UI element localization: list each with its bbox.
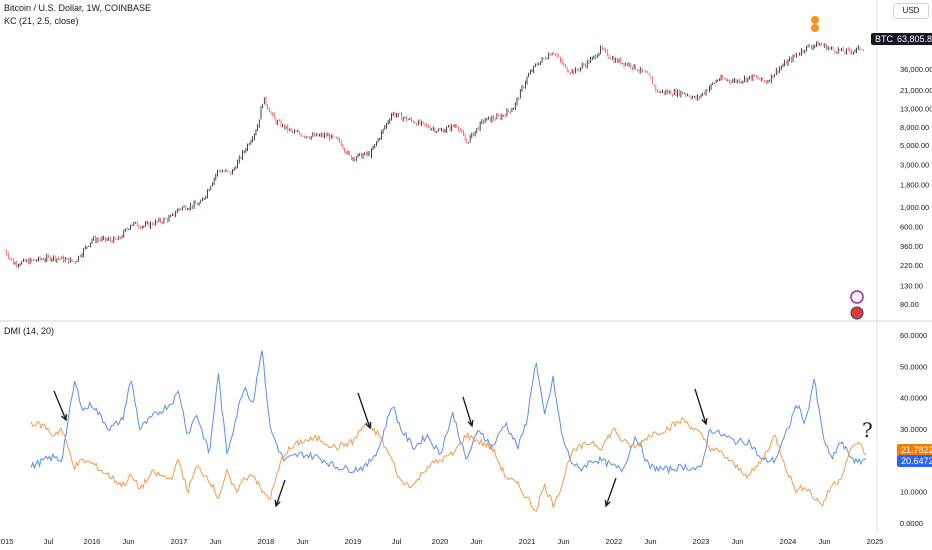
price-tick-label: 36,000.00 [900,65,932,74]
indicator-label: KC (21, 2.5, close) [4,16,79,26]
dmi-tick-label: 50.0000 [900,362,927,371]
price-tick-label: 130.00 [900,281,923,290]
x-tick-label: Jun [644,537,656,546]
x-tick-label: 2022 [606,537,623,546]
annotation-arrow [275,479,286,507]
annotations [53,16,864,508]
lightning-icon [850,290,864,304]
annotation-arrow [53,390,67,421]
chart-title: Bitcoin / U.S. Dollar, 1W, COINBASE [4,3,152,13]
x-tick-label: 2021 [519,537,536,546]
dmi-tick-label: 0.0000 [900,519,923,528]
dmi-series [30,350,867,512]
plus-di-badge: 20.6472 [897,455,932,467]
x-tick-label: Jun [122,537,134,546]
axes: 80.00 130.00 220.00 360.00 600.00 1,000.00 1,8… [0,65,932,546]
x-tick-label: Jun [731,537,743,546]
x-tick-label: Jun [296,537,308,546]
x-tick-label: Jun [209,537,221,546]
x-tick-label: Jul [44,537,54,546]
currency-button[interactable]: USD [893,3,929,19]
event-marker-icon [811,24,819,32]
x-tick-label: 2017 [171,537,188,546]
annotation-arrowhead [701,417,708,426]
price-tick-label: 1,800.00 [900,180,929,189]
plus-di-line [30,350,867,475]
dmi-label: DMI (14, 20) [4,326,55,336]
x-tick-label: Jun [818,537,830,546]
x-tick-label: 2024 [780,537,797,546]
x-tick-label: 2023 [693,537,710,546]
minus-di-line [30,417,867,512]
price-tick-label: 8,000.00 [900,123,929,132]
price-tick-label: 1,000.00 [900,203,929,212]
price-tick-label: 3,000.00 [900,161,929,170]
annotation-arrow [357,392,371,429]
flag-icon [850,306,864,320]
grid [0,0,932,532]
price-badge: 63,805.87 [893,33,932,45]
question-annotation: ? [862,418,873,442]
annotation-arrow [605,477,617,507]
dmi-tick-label: 40.0000 [900,394,927,403]
x-tick-label: 2018 [258,537,275,546]
price-series [4,40,864,268]
annotation-arrowhead [365,421,372,430]
annotation-arrowhead [61,413,67,422]
annotation-arrowhead [274,499,281,508]
annotation-arrow [694,388,707,425]
dmi-tick-label: 30.0000 [900,425,927,434]
x-tick-label: 2025 [867,537,884,546]
price-tick-label: 21,000.00 [900,86,932,95]
price-tick-label: 360.00 [900,242,923,251]
x-tick-label: 2020 [432,537,449,546]
annotation-arrow [462,396,473,427]
event-marker-icon [811,16,819,24]
annotation-arrowhead [604,499,611,508]
x-tick-label: 2019 [345,537,362,546]
minus-di-badge: 21.7822 [897,444,932,456]
dmi-tick-label: 60.0000 [900,331,927,340]
price-tick-label: 5,000.00 [900,141,929,150]
x-tick-label: 2015 [0,537,13,546]
price-tick-label: 80.00 [900,300,919,309]
x-tick-label: Jun [470,537,482,546]
price-tick-label: 600.00 [900,223,923,232]
price-tick-label: 220.00 [900,261,923,270]
price-tick-label: 13,000.00 [900,104,932,113]
x-tick-label: Jun [557,537,569,546]
x-tick-label: 2016 [84,537,101,546]
annotation-arrowhead [467,419,474,428]
x-tick-label: Jul [392,537,402,546]
dmi-tick-label: 10.0000 [900,488,927,497]
